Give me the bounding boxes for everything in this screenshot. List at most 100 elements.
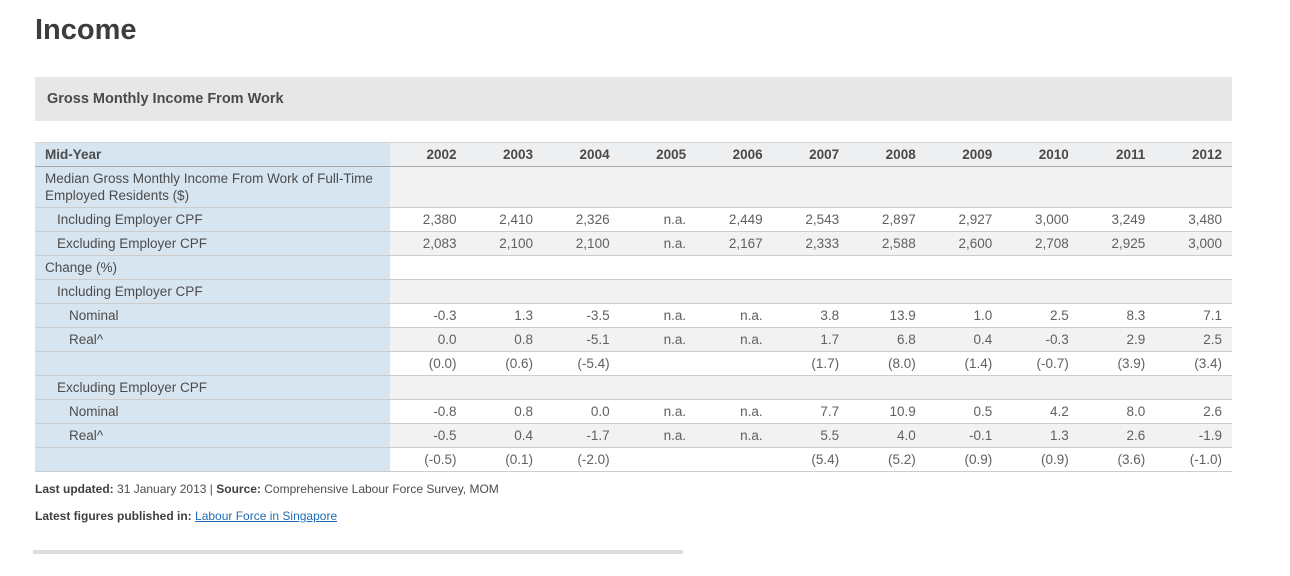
row-label [35,447,390,472]
table-cell: 2.5 [1002,303,1079,328]
table-cell: 10.9 [849,399,926,424]
table-cell: (3.9) [1078,351,1156,376]
table-cell: (-1.0) [1155,447,1232,472]
table-cell: 0.4 [466,423,544,448]
table-row: Excluding Employer CPF 2,083 2,100 2,100 n.a… [35,231,1232,256]
table-cell: 2,167 [696,231,773,256]
table-cell [619,447,697,472]
table-cell [619,279,697,304]
table-cell [390,375,467,400]
row-label: Including Employer CPF [35,279,390,304]
table-cell: n.a. [619,327,697,352]
table-cell: 2,897 [849,207,926,232]
table-cell: (0.0) [390,351,467,376]
table-cell: (0.9) [925,447,1003,472]
table-cell: 4.0 [849,423,926,448]
table-cell [696,279,773,304]
table-cell [696,375,773,400]
year-header: 2004 [543,142,620,167]
table-cell: 8.0 [1078,399,1156,424]
table-cell [696,351,773,376]
table-row: Median Gross Monthly Income From Work of… [35,166,1232,208]
row-label: Including Employer CPF [35,207,390,232]
table-cell [619,375,697,400]
table-row: Including Employer CPF [35,279,1232,304]
table-cell: -0.3 [390,303,467,328]
table-cell [1155,166,1232,208]
table-cell [543,166,620,208]
table-cell: 2,925 [1078,231,1156,256]
published-line: Latest figures published in: Labour Forc… [35,509,1232,523]
bottom-divider [33,550,683,554]
year-header: 2012 [1155,142,1232,167]
table-cell: 0.8 [466,399,544,424]
year-header: 2008 [849,142,926,167]
table-cell [696,166,773,208]
table-row: Excluding Employer CPF [35,375,1232,400]
table-cell: -5.1 [543,327,620,352]
table-cell: -0.1 [925,423,1003,448]
row-label [35,351,390,376]
table-cell: n.a. [619,207,697,232]
table-cell [772,166,850,208]
table-cell [849,255,926,280]
table-cell [390,255,467,280]
table-row: Real^ -0.5 0.4 -1.7 n.a. n.a. 5.5 4.0 -0.1 1.3 2.6… [35,423,1232,448]
table-cell: 2,449 [696,207,773,232]
table-cell: 2,100 [466,231,544,256]
page-content: Income Gross Monthly Income From Work Mi… [33,14,1232,554]
table-cell: 8.3 [1078,303,1156,328]
table-cell: 3,249 [1078,207,1156,232]
year-header: 2010 [1002,142,1079,167]
table-cell: (0.1) [466,447,544,472]
row-label: Excluding Employer CPF [35,231,390,256]
table-cell: n.a. [619,423,697,448]
year-header: 2003 [466,142,544,167]
table-cell: 5.5 [772,423,850,448]
table-cell: 0.0 [390,327,467,352]
table-row: Real^ 0.0 0.8 -5.1 n.a. n.a. 1.7 6.8 0.4 -0.3 2.9 2… [35,327,1232,352]
table-cell: 6.8 [849,327,926,352]
table-cell: n.a. [696,399,773,424]
table-cell [1155,375,1232,400]
table-cell [543,255,620,280]
table-cell: 3,480 [1155,207,1232,232]
table-cell: 2,708 [1002,231,1079,256]
table-cell [1002,279,1079,304]
table-cell: 1.7 [772,327,850,352]
year-header: 2002 [390,142,467,167]
table-cell: 2,410 [466,207,544,232]
table-body: Median Gross Monthly Income From Work of… [35,166,1232,472]
table-cell: 2,927 [925,207,1003,232]
table-cell [1155,255,1232,280]
table-cell: 2.5 [1155,327,1232,352]
published-link[interactable]: Labour Force in Singapore [195,509,338,523]
table-cell: 0.8 [466,327,544,352]
table-cell: (5.2) [849,447,926,472]
table-cell: 1.3 [466,303,544,328]
table-cell [543,375,620,400]
table-cell: (1.7) [772,351,850,376]
table-cell [696,255,773,280]
table-cell: 7.1 [1155,303,1232,328]
last-updated-label: Last updated: [35,482,114,496]
table-cell [466,279,544,304]
table-row: Including Employer CPF 2,380 2,410 2,326 n.a… [35,207,1232,232]
table-row: Change (%) [35,255,1232,280]
section-header-bar: Gross Monthly Income From Work [35,77,1232,121]
table-cell [925,279,1003,304]
table-cell: -0.8 [390,399,467,424]
table-cell: 2,326 [543,207,620,232]
table-cell: (3.4) [1155,351,1232,376]
table-cell: 1.3 [1002,423,1079,448]
table-cell: (8.0) [849,351,926,376]
table-header-row: Mid-Year 2002 2003 2004 2005 2006 2007 2008 200… [35,142,1232,167]
table-cell [925,255,1003,280]
table-cell [849,166,926,208]
table-cell: n.a. [619,231,697,256]
table-cell: (0.6) [466,351,544,376]
table-cell [849,375,926,400]
table-cell: 7.7 [772,399,850,424]
table-cell: (5.4) [772,447,850,472]
table-cell: n.a. [619,303,697,328]
